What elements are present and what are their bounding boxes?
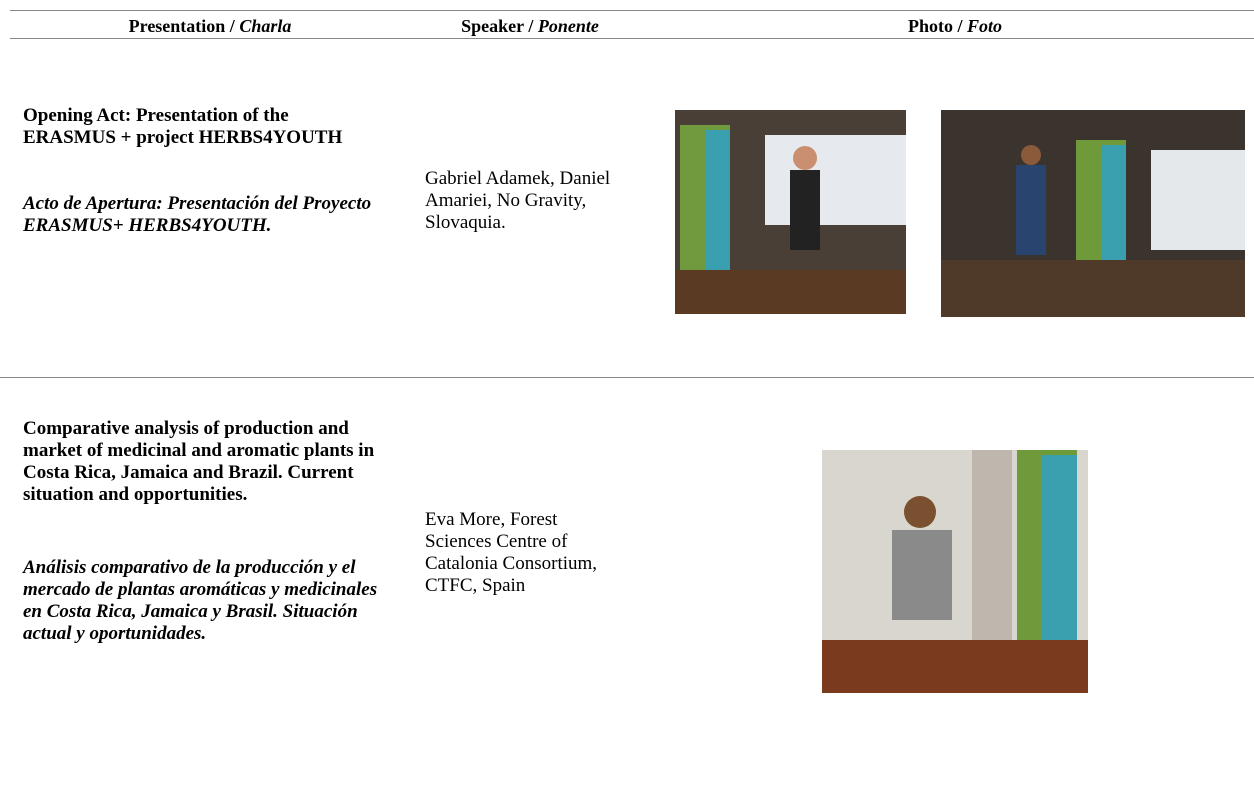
photo <box>675 110 906 314</box>
header-cell: Photo / Foto <box>805 16 1105 37</box>
header-text: Photo / <box>907 16 963 36</box>
rule <box>10 38 1254 39</box>
header-text: Speaker / <box>461 16 534 36</box>
header-italic: Charla <box>239 16 292 36</box>
header-cell: Presentation / Charla <box>60 16 360 37</box>
row-title-es: Análisis comparativo de la producción y … <box>23 557 378 644</box>
row-title: Comparative analysis of production and m… <box>23 418 375 505</box>
row-title: Opening Act: Presentation of the ERASMUS… <box>23 105 343 148</box>
rule <box>10 10 1254 11</box>
row-speaker: Gabriel Adamek, Daniel Amariei, No Gravi… <box>425 168 611 233</box>
row-title-es: Acto de Apertura: Presentación del Proye… <box>23 193 372 236</box>
row-speaker: Eva More, Forest Sciences Centre of Cata… <box>425 509 598 596</box>
header-italic: Ponente <box>537 16 599 36</box>
header-text: Presentation / <box>128 16 235 36</box>
photo <box>941 110 1245 317</box>
header-italic: Foto <box>967 16 1003 36</box>
photo <box>822 450 1088 693</box>
header-cell: Speaker / Ponente <box>420 16 640 37</box>
rule <box>0 377 1254 378</box>
